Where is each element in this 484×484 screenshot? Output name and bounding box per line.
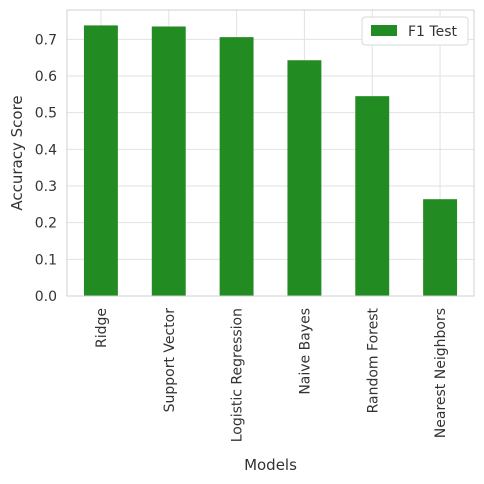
y-tick-label: 0.6 <box>35 69 57 85</box>
legend-label: F1 Test <box>408 24 457 40</box>
x-axis-label: Models <box>244 456 297 474</box>
y-tick-label: 0.0 <box>35 289 57 305</box>
bar <box>423 199 458 296</box>
y-axis-label: Accuracy Score <box>8 95 26 210</box>
x-tick-label: Random Forest <box>365 308 381 414</box>
legend-box <box>361 16 469 46</box>
bar <box>355 96 390 297</box>
x-tick-label: Logistic Regression <box>230 308 246 442</box>
bars <box>83 25 458 297</box>
y-axis-ticks: 0.0 0.1 0.2 0.3 0.4 0.5 0.6 0.7 <box>35 32 57 305</box>
x-tick-label: Ridge <box>94 308 110 348</box>
y-tick-label: 0.7 <box>35 32 57 48</box>
grid <box>67 10 474 297</box>
x-tick-label: Support Vector <box>162 308 178 413</box>
x-tick-label: Nearest Neighbors <box>433 308 449 438</box>
bar <box>151 26 186 296</box>
legend-swatch <box>371 25 397 36</box>
bar <box>83 25 118 297</box>
x-axis-ticks: Ridge Support Vector Logistic Regression Na… <box>94 308 449 443</box>
x-tick-label: Naive Bayes <box>297 308 313 395</box>
bar <box>287 60 322 296</box>
legend: F1 Test <box>361 16 469 46</box>
y-tick-label: 0.4 <box>35 142 57 158</box>
y-tick-label: 0.2 <box>35 216 57 232</box>
y-tick-label: 0.3 <box>35 179 57 195</box>
bar <box>219 37 254 297</box>
axes-frame <box>66 9 475 297</box>
y-tick-label: 0.1 <box>35 252 57 268</box>
y-tick-label: 0.5 <box>35 106 57 122</box>
